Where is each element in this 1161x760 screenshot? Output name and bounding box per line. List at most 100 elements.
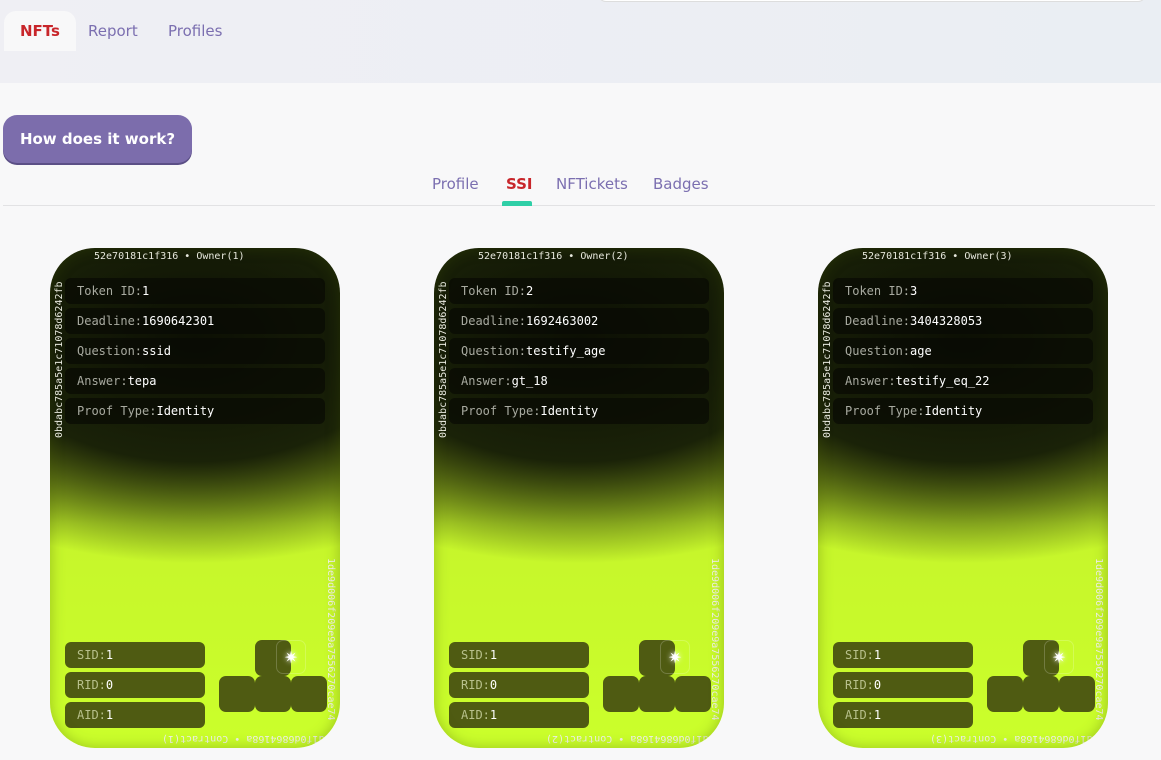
sparkle-icon: ✷ [1044, 640, 1074, 674]
field-value: gt_18 [511, 374, 548, 388]
id-value: 0 [489, 678, 498, 692]
top-bar [0, 0, 1161, 83]
field-label: Question: [845, 344, 911, 358]
field-label: Deadline: [77, 314, 143, 328]
card-field: Question:testify_age [449, 338, 709, 364]
card-field: Proof Type:Identity [833, 398, 1093, 424]
card-field: Proof Type:Identity [449, 398, 709, 424]
sub-tab-bar: Profile SSI NFTickets Badges [3, 170, 1155, 206]
tab-badges[interactable]: Badges [653, 175, 709, 193]
tab-nftickets[interactable]: NFTickets [556, 175, 628, 193]
id-value: 1 [489, 708, 498, 722]
owner-label: 52e70181c1f316 • Owner(3) [862, 251, 1013, 262]
field-label: Answer: [461, 374, 512, 388]
contract-label: d1f0d6864168a • Contract(1) [162, 733, 325, 744]
field-label: Answer: [77, 374, 128, 388]
tab-profiles[interactable]: Profiles [168, 22, 223, 40]
id-field: SID:1 [65, 642, 205, 668]
block-tile [639, 640, 675, 676]
card-field: Proof Type:Identity [65, 398, 325, 424]
id-label: RID: [461, 678, 490, 692]
card-field: Token ID:1 [65, 278, 325, 304]
id-label: RID: [845, 678, 874, 692]
field-value: ssid [142, 344, 171, 358]
block-tile [255, 640, 291, 676]
field-label: Proof Type: [461, 404, 541, 418]
field-value: Identity [540, 404, 599, 418]
id-value: 0 [105, 678, 114, 692]
field-value: 1690642301 [142, 314, 215, 328]
ssi-nft-card[interactable]: 0bdabc785a5e1c71078d6242fb 52e70181c1f316… [818, 248, 1108, 748]
block-tile [1023, 676, 1059, 712]
field-label: Proof Type: [845, 404, 925, 418]
block-tile [1023, 640, 1059, 676]
id-value: 1 [489, 648, 498, 662]
field-value: Identity [156, 404, 215, 418]
field-label: Question: [77, 344, 143, 358]
card-field: Answer:gt_18 [449, 368, 709, 394]
active-tab-indicator [502, 201, 532, 206]
search-input[interactable] [598, 0, 1146, 2]
tab-profile[interactable]: Profile [432, 175, 479, 193]
block-tile [603, 676, 639, 712]
block-tile [639, 676, 675, 712]
id-field: RID:0 [65, 672, 205, 698]
field-value: 1 [142, 284, 150, 298]
field-value: age [910, 344, 932, 358]
tab-ssi[interactable]: SSI [506, 175, 533, 193]
block-tile [219, 676, 255, 712]
field-value: Identity [924, 404, 983, 418]
field-label: Token ID: [461, 284, 527, 298]
block-tile [987, 676, 1023, 712]
id-value: 1 [873, 708, 882, 722]
field-value: testify_eq_22 [895, 374, 990, 388]
id-label: RID: [77, 678, 106, 692]
how-does-it-work-button[interactable]: How does it work? [3, 115, 192, 163]
field-value: 3404328053 [910, 314, 983, 328]
tab-nfts[interactable]: NFTs [4, 11, 76, 51]
field-label: Proof Type: [77, 404, 157, 418]
tab-report[interactable]: Report [88, 22, 138, 40]
id-value: 1 [873, 648, 882, 662]
block-tile [1059, 676, 1095, 712]
card-field: Deadline:3404328053 [833, 308, 1093, 334]
owner-label: 52e70181c1f316 • Owner(2) [478, 251, 629, 262]
id-field: RID:0 [449, 672, 589, 698]
id-field: RID:0 [833, 672, 973, 698]
sparkle-icon: ✷ [660, 640, 690, 674]
card-field: Deadline:1692463002 [449, 308, 709, 334]
field-value: 3 [910, 284, 918, 298]
field-label: Question: [461, 344, 527, 358]
id-label: AID: [461, 708, 490, 722]
card-field: Answer:testify_eq_22 [833, 368, 1093, 394]
card-field: Deadline:1690642301 [65, 308, 325, 334]
id-label: SID: [845, 648, 874, 662]
block-tile [255, 676, 291, 712]
field-label: Token ID: [845, 284, 911, 298]
field-label: Deadline: [461, 314, 527, 328]
field-value: testify_age [526, 344, 606, 358]
block-tile [675, 676, 711, 712]
contract-label: d1f0d6864168a • Contract(2) [546, 733, 709, 744]
ssi-nft-card[interactable]: 0bdabc785a5e1c71078d6242fb 52e70181c1f316… [434, 248, 724, 748]
id-value: 1 [105, 648, 114, 662]
id-field: AID:1 [65, 702, 205, 728]
block-tile [291, 676, 327, 712]
card-field: Question:ssid [65, 338, 325, 364]
field-label: Deadline: [845, 314, 911, 328]
id-field: SID:1 [833, 642, 973, 668]
card-field: Token ID:2 [449, 278, 709, 304]
ssi-nft-card[interactable]: 0bdabc785a5e1c71078d6242fb 52e70181c1f316… [50, 248, 340, 748]
field-label: Answer: [845, 374, 896, 388]
id-field: SID:1 [449, 642, 589, 668]
card-field: Question:age [833, 338, 1093, 364]
contract-label: d1f0d6864168a • Contract(3) [930, 733, 1093, 744]
id-value: 0 [873, 678, 882, 692]
field-value: tepa [127, 374, 157, 388]
id-label: SID: [77, 648, 106, 662]
id-label: SID: [461, 648, 490, 662]
id-label: AID: [845, 708, 874, 722]
field-value: 1692463002 [526, 314, 599, 328]
field-label: Token ID: [77, 284, 143, 298]
id-label: AID: [77, 708, 106, 722]
